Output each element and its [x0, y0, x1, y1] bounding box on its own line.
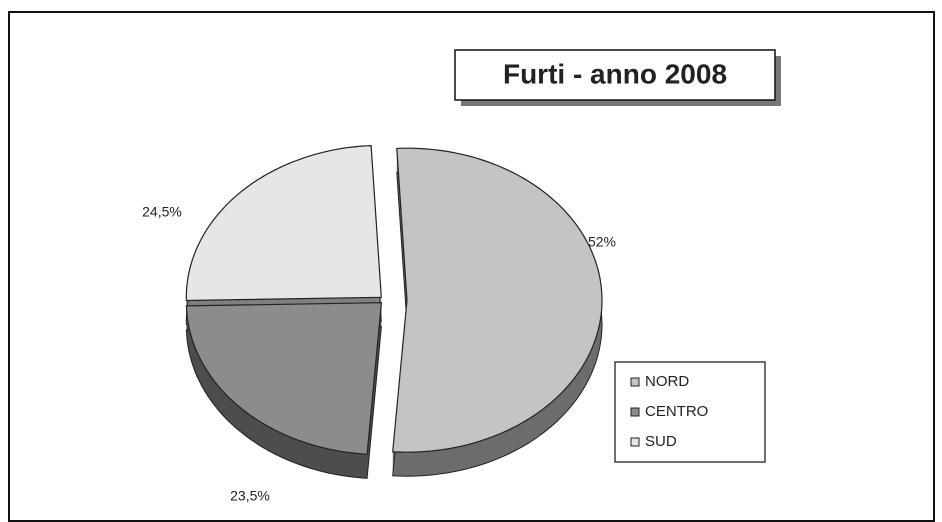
data-label: 23,5% [230, 488, 270, 504]
legend-label: NORD [645, 373, 689, 390]
legend-label: SUD [645, 433, 677, 450]
slice [185, 302, 383, 455]
chart-title: Furti - anno 2008 [503, 58, 727, 89]
legend-entries: NORD CENTRO SUD [630, 373, 708, 450]
slice-side-outline [185, 326, 382, 479]
pie: 52% 23,5% 24,5% [142, 144, 616, 504]
data-label: 52% [588, 234, 616, 250]
data-label: 24,5% [142, 204, 182, 220]
legend [614, 361, 766, 463]
legend-swatch [630, 437, 640, 447]
legend-swatch [630, 377, 640, 387]
title-box [454, 49, 776, 101]
legend-swatch [630, 407, 640, 417]
slice [392, 147, 603, 453]
slice [185, 144, 382, 302]
legend-label: CENTRO [645, 403, 708, 420]
